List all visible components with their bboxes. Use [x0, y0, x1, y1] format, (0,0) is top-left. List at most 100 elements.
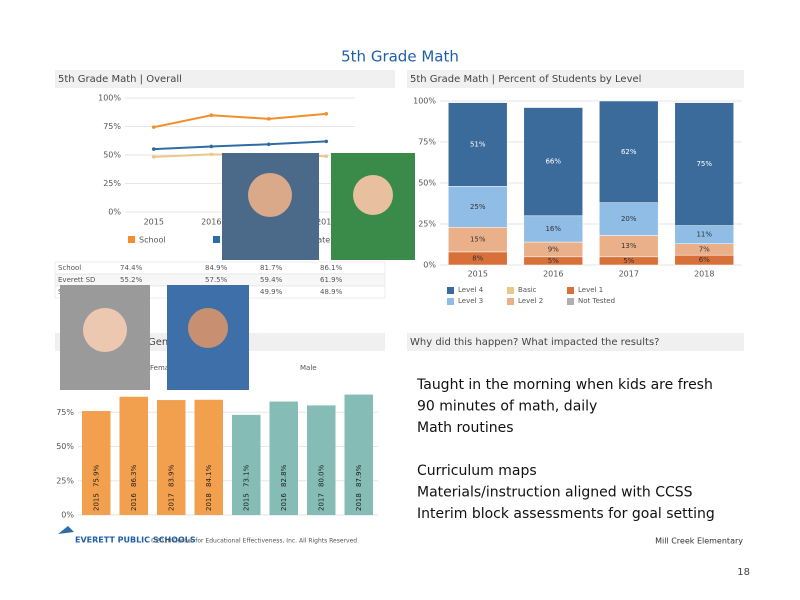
point: [151, 155, 156, 159]
panel-header-bg: [407, 333, 744, 351]
legend-label: State: [309, 236, 330, 245]
data-label: 87.9%: [355, 464, 363, 487]
data-label: 6%: [699, 256, 710, 264]
bar: [82, 411, 111, 515]
legend-swatch: [567, 298, 574, 305]
data-label: 9%: [548, 245, 559, 253]
legend-label: Not Tested: [578, 297, 615, 305]
data-label: 84.1%: [205, 464, 213, 487]
photo-face: [188, 308, 228, 348]
table-cell: 49.9%: [260, 288, 283, 296]
y-tick-label: 75%: [418, 138, 436, 147]
data-label: 86.3%: [130, 464, 138, 487]
why-item: Taught in the morning when kids are fres…: [416, 377, 713, 393]
group-label: Female: [150, 364, 175, 372]
photos: [60, 153, 415, 390]
point: [209, 113, 214, 118]
panel-header-bg: [55, 70, 395, 88]
y-tick-label: 50%: [418, 179, 436, 188]
y-tick-label: 50%: [103, 151, 121, 160]
data-label: 13%: [621, 242, 637, 250]
legend-swatch: [447, 287, 454, 294]
legend-label: Level 4: [458, 286, 484, 294]
why-item: Math routines: [417, 420, 514, 436]
point: [266, 142, 271, 147]
why-item: Interim block assessments for goal setti…: [417, 506, 715, 522]
panel-header-bg: [407, 70, 744, 88]
bar-segment: [599, 100, 659, 203]
slide-title: 5th Grade Math: [341, 48, 459, 66]
line: [153, 140, 327, 151]
why-item: Materials/instruction aligned with CCSS: [417, 485, 693, 501]
bar-category: 2018: [355, 493, 363, 511]
bar-segment: [599, 202, 659, 236]
bar: [344, 394, 373, 515]
point: [209, 144, 214, 149]
bar-segment: [674, 102, 734, 226]
photo-face: [353, 175, 393, 215]
x-tick-label: 2015: [468, 270, 488, 279]
point: [151, 147, 156, 151]
y-tick-label: 100%: [413, 97, 436, 106]
data-label: 83.9%: [167, 464, 175, 487]
legend-label: Basic: [518, 286, 537, 294]
bar: [119, 396, 148, 515]
legend-swatch: [567, 287, 574, 294]
legend-swatch: [507, 298, 514, 305]
x-tick-label: 2018: [694, 270, 714, 279]
legend-label: Level 1: [578, 286, 603, 294]
legend-swatch: [213, 236, 220, 243]
line: [153, 112, 327, 129]
data-label: 62%: [621, 148, 637, 156]
data-label: 5%: [623, 257, 634, 265]
point: [151, 125, 156, 129]
legend-swatch: [447, 298, 454, 305]
data-label: 51%: [470, 140, 486, 148]
bar: [232, 414, 261, 515]
data-label: 5%: [548, 257, 559, 265]
bar: [269, 401, 298, 515]
y-tick-label: 100%: [98, 94, 121, 103]
legend-label: Level 3: [458, 297, 483, 305]
panel-header: 5th Grade Math | Percent of Students by …: [410, 74, 641, 85]
group-label: Male: [300, 364, 317, 372]
data-label: 73.1%: [242, 464, 250, 487]
bar-segment: [523, 107, 583, 217]
y-tick-label: 75%: [56, 408, 74, 417]
table-cell: 74.4%: [120, 264, 143, 272]
bar-segment: [448, 102, 508, 187]
photo-face: [248, 173, 292, 217]
bar-category: 2016: [280, 493, 288, 511]
bar-segment: [523, 215, 583, 243]
why-item: 90 minutes of math, daily: [417, 399, 597, 415]
bar-category: 2015: [242, 493, 250, 511]
data-label: 25%: [470, 203, 486, 211]
data-label: 75%: [696, 160, 712, 168]
panel-header: Why did this happen? What impacted the r…: [410, 337, 659, 348]
photo-face: [83, 308, 127, 352]
bar-category: 2017: [317, 493, 325, 511]
bar: [307, 405, 336, 515]
copyright: ©2018 Center for Educational Effectivene…: [150, 538, 357, 545]
school-name: Mill Creek Elementary: [655, 537, 743, 546]
table-cell: School: [58, 264, 81, 272]
x-tick-label: 2016: [201, 218, 221, 227]
table-cell: 57.5%: [205, 276, 228, 284]
y-tick-label: 25%: [418, 220, 436, 229]
y-tick-label: 0%: [61, 511, 74, 520]
legend-label: Level 2: [518, 297, 543, 305]
y-tick-label: 50%: [56, 442, 74, 451]
data-label: 80.0%: [317, 464, 325, 487]
bar-category: 2017: [167, 493, 175, 511]
table-cell: Everett SD: [58, 276, 95, 284]
point: [324, 112, 329, 116]
panel-header: 5th Grade Math | Overall: [58, 74, 182, 85]
y-tick-label: 25%: [103, 179, 121, 188]
bar-category: 2015: [92, 493, 100, 511]
x-tick-label: 2016: [543, 270, 563, 279]
data-label: 82.8%: [280, 464, 288, 487]
data-label: 8%: [472, 254, 483, 262]
point: [209, 152, 214, 157]
bar-category: 2016: [130, 493, 138, 511]
